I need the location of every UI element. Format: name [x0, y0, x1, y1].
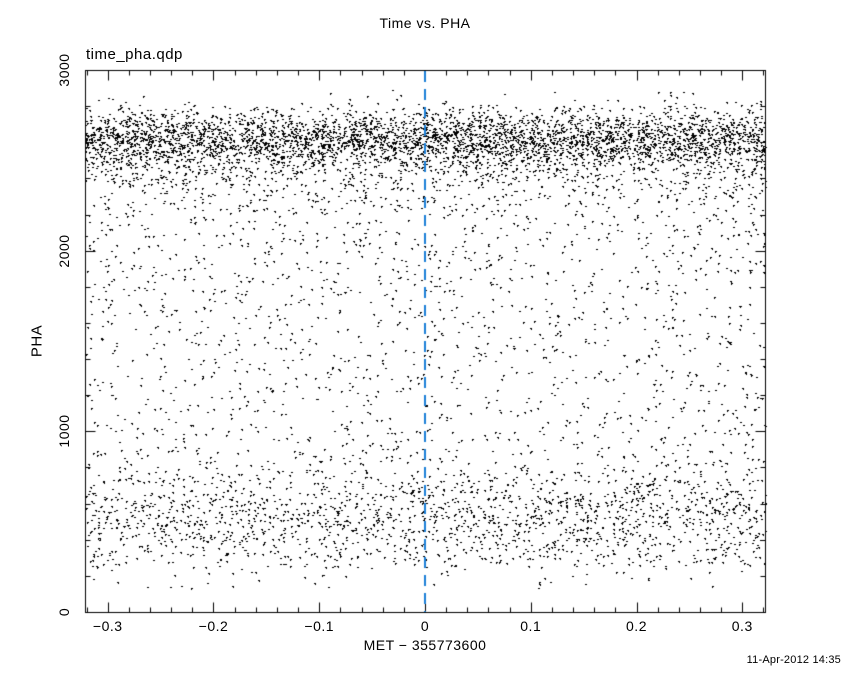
filename-label: time_pha.qdp: [86, 46, 183, 63]
y-axis-label: PHA: [28, 324, 46, 358]
x-tick-label: 0: [420, 618, 430, 634]
x-tick-label: 0.2: [626, 618, 647, 634]
x-tick-label: 0.1: [520, 618, 542, 634]
y-tick-label: 0: [56, 607, 72, 617]
plot-timestamp: 11-Apr-2012 14:35: [746, 654, 841, 666]
y-tick-label: 2000: [56, 234, 72, 268]
y-tick-label: 1000: [56, 414, 72, 448]
x-tick-label: −0.2: [198, 618, 229, 634]
chart-title: Time vs. PHA: [379, 15, 471, 31]
y-tick-label: 3000: [56, 53, 72, 87]
x-tick-label: −0.3: [92, 618, 123, 634]
x-axis-label: MET − 355773600: [363, 637, 487, 653]
x-tick-label: 0.3: [731, 618, 753, 634]
x-tick-label: −0.1: [304, 618, 335, 634]
